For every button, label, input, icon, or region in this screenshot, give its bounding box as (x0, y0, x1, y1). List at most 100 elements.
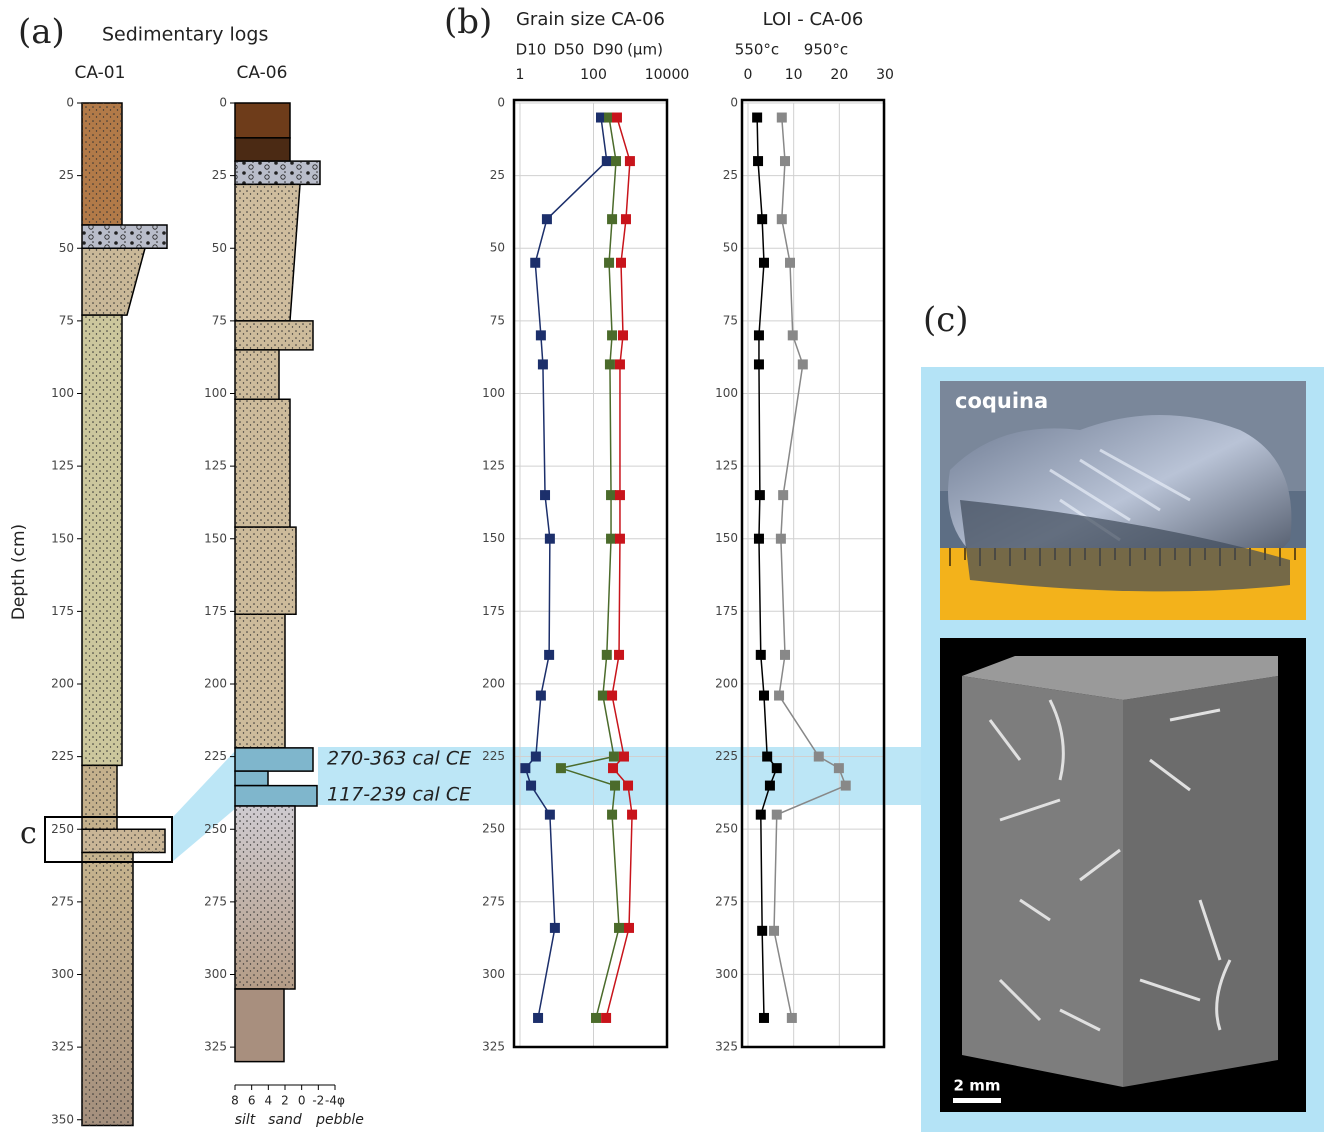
depth-tick-label: 225 (204, 749, 227, 763)
data-point (536, 330, 546, 340)
panel-label: (c) (923, 300, 969, 340)
data-point (615, 490, 625, 500)
data-point (608, 763, 618, 773)
figure: coquina 2 mm CA-010255075100125150175200… (0, 0, 1324, 1132)
data-point (614, 923, 624, 933)
data-point (607, 214, 617, 224)
data-point (520, 763, 530, 773)
grain-scale-label: 4 (265, 1094, 273, 1108)
depth-tick-label: 150 (51, 531, 74, 545)
depth-tick-label: 25 (212, 168, 227, 182)
depth-tick-label: 350 (51, 1112, 74, 1126)
y-tick-label: 25 (723, 168, 738, 182)
depth-tick-label: 0 (219, 96, 227, 110)
y-tick-label: 250 (482, 822, 505, 836)
data-point (542, 214, 552, 224)
data-point (754, 330, 764, 340)
data-point (601, 1013, 611, 1023)
data-point (598, 691, 608, 701)
y-tick-label: 0 (730, 96, 738, 110)
data-point (533, 1013, 543, 1023)
bed-texture (235, 399, 290, 527)
grain-class-label: silt (235, 1112, 256, 1128)
photo-label: coquina (955, 389, 1048, 413)
bed-texture (82, 829, 165, 852)
data-point (778, 490, 788, 500)
data-point (556, 763, 566, 773)
depth-tick-label: 250 (51, 822, 74, 836)
data-point (754, 359, 764, 369)
y-tick-label: 325 (482, 1040, 505, 1054)
y-tick-label: 150 (715, 531, 738, 545)
y-tick-label: 100 (482, 386, 505, 400)
data-point (606, 534, 616, 544)
bed-texture (235, 806, 295, 989)
grain-scale-label: 2 (281, 1094, 289, 1108)
y-tick-label: 300 (715, 967, 738, 981)
data-point (526, 781, 536, 791)
y-tick-label: 75 (723, 313, 738, 327)
data-point (540, 490, 550, 500)
y-tick-label: 275 (715, 894, 738, 908)
data-point (753, 156, 763, 166)
bed (235, 989, 284, 1062)
data-point (787, 1013, 797, 1023)
x-tick-label: 0 (744, 67, 753, 83)
series-line (757, 118, 777, 1018)
data-point (759, 691, 769, 701)
depth-tick-label: 175 (51, 604, 74, 618)
data-point (614, 650, 624, 660)
bed (235, 748, 313, 771)
series-line (525, 118, 606, 1018)
callout-wedge (172, 750, 236, 862)
y-tick-label: 125 (482, 459, 505, 473)
data-point (780, 156, 790, 166)
data-point (591, 1013, 601, 1023)
y-tick-label: 100 (715, 386, 738, 400)
data-point (615, 359, 625, 369)
data-point (754, 534, 764, 544)
depth-tick-label: 100 (204, 386, 227, 400)
ct-scan-image: 2 mm (940, 638, 1306, 1112)
data-point (788, 330, 798, 340)
grain-scale-label: 6 (248, 1094, 256, 1108)
legend-label: 550°c (735, 41, 779, 59)
bed-texture (235, 527, 296, 614)
grain-class-label: sand (268, 1112, 302, 1128)
data-point (612, 113, 622, 123)
y-tick-label: 150 (482, 531, 505, 545)
grain-scale-label: 8 (231, 1094, 239, 1108)
chart-title: LOI - CA-06 (763, 9, 864, 30)
y-tick-label: 175 (715, 604, 738, 618)
y-tick-label: 0 (497, 96, 505, 110)
log-name: CA-06 (237, 63, 288, 83)
data-point (611, 156, 621, 166)
bed (235, 138, 290, 161)
legend-label: D90 (593, 41, 624, 59)
scale-bar-label: 2 mm (954, 1077, 1001, 1095)
data-point (756, 810, 766, 820)
bed-texture (82, 315, 122, 765)
depth-tick-label: 200 (204, 677, 227, 691)
data-point (757, 926, 767, 936)
x-tick-label: 100 (580, 67, 607, 83)
data-point (798, 359, 808, 369)
data-point (834, 763, 844, 773)
depth-tick-label: 125 (204, 459, 227, 473)
bed-texture (235, 614, 285, 748)
data-point (759, 1013, 769, 1023)
data-point (776, 534, 786, 544)
data-point (615, 534, 625, 544)
depth-tick-label: 325 (51, 1040, 74, 1054)
bed (235, 103, 290, 138)
y-tick-label: 25 (490, 168, 505, 182)
data-point (610, 781, 620, 791)
data-point (841, 781, 851, 791)
x-tick-label: 20 (830, 67, 848, 83)
data-point (759, 258, 769, 268)
y-tick-label: 50 (723, 241, 738, 255)
data-point (616, 258, 626, 268)
logs-title: Sedimentary logs (102, 24, 268, 46)
data-point (607, 691, 617, 701)
data-point (785, 258, 795, 268)
